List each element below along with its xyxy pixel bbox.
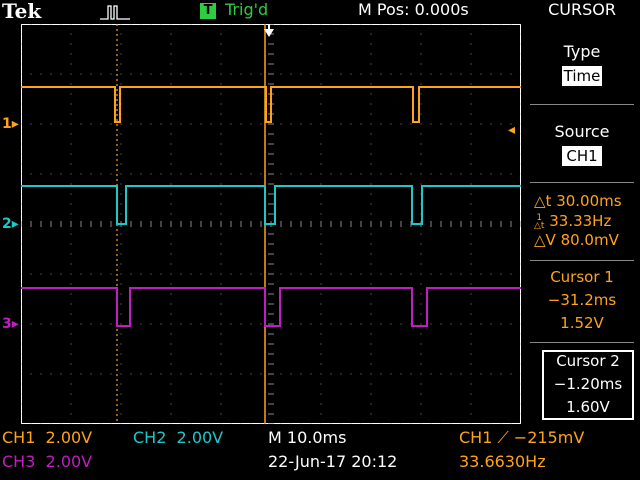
type-value-button[interactable]: Time (562, 66, 602, 86)
ch1-scale[interactable]: CH1 2.00V (2, 428, 93, 447)
menu-title: CURSOR (548, 0, 616, 19)
waveform-display[interactable] (21, 24, 521, 424)
cursor2-volt: 1.60V (566, 398, 610, 416)
cursor1-time: −31.2ms (547, 291, 617, 309)
delta-v-readout: △V 80.0mV (534, 231, 619, 249)
type-label: Type (563, 42, 601, 61)
trigger-status: Trig'd (225, 0, 269, 19)
trigger-level-icon[interactable]: ◂ (508, 122, 516, 138)
source-value-button[interactable]: CH1 (562, 146, 602, 166)
cursor1-volt: 1.52V (560, 314, 604, 332)
ch3-scale[interactable]: CH3 2.00V (2, 452, 93, 471)
datetime: 22-Jun-17 20:12 (268, 452, 398, 471)
cursor2-panel[interactable] (542, 350, 634, 420)
ch2-waveform (21, 185, 521, 225)
arrow-right-icon: ▸ (11, 116, 19, 132)
bottom-status-bar: CH1 2.00V CH2 2.00V CH3 2.00V M 10.0ms 2… (0, 424, 640, 480)
timebase: M 10.0ms (268, 428, 347, 447)
trigger-position-icon (264, 29, 274, 37)
cursor1-label[interactable]: Cursor 1 (550, 268, 614, 286)
brand-logo: Tek (2, 0, 42, 23)
cursor2-time: −1.20ms (553, 375, 623, 393)
ch2-scale[interactable]: CH2 2.00V (133, 428, 224, 447)
source-label: Source (554, 122, 610, 141)
ch3-waveform (21, 287, 521, 327)
pulse-icon (100, 5, 130, 20)
delta-icon: △ (534, 192, 546, 210)
cursor-menu: Type Time Source CH1 △t 30.00ms 1 △t 33.3… (524, 24, 640, 424)
arrow-right-icon: ▸ (11, 316, 19, 332)
rising-edge-icon: ⟋ (497, 428, 509, 447)
ch1-marker[interactable]: 1▸ (2, 116, 19, 132)
ch2-marker[interactable]: 2▸ (2, 216, 19, 232)
arrow-right-icon: ▸ (11, 216, 19, 232)
delta-icon: △ (534, 231, 546, 249)
horizontal-position: M Pos: 0.000s (358, 0, 469, 19)
ch3-marker[interactable]: 3▸ (2, 316, 19, 332)
delta-t-readout: △t 30.00ms (534, 192, 622, 210)
cursor2-label: Cursor 2 (556, 352, 620, 370)
fraction-icon: 1 △t (534, 212, 545, 231)
status-bar: Tek T Trig'd M Pos: 0.000s CURSOR (0, 0, 640, 23)
trigger-badge: T (200, 3, 216, 19)
ch1-waveform (21, 86, 521, 123)
frequency-readout: 33.6630Hz (459, 452, 546, 471)
trigger-readout: CH1 ⟋ −215mV (459, 428, 585, 447)
inv-delta-t-readout: 1 △t 33.33Hz (534, 212, 612, 231)
